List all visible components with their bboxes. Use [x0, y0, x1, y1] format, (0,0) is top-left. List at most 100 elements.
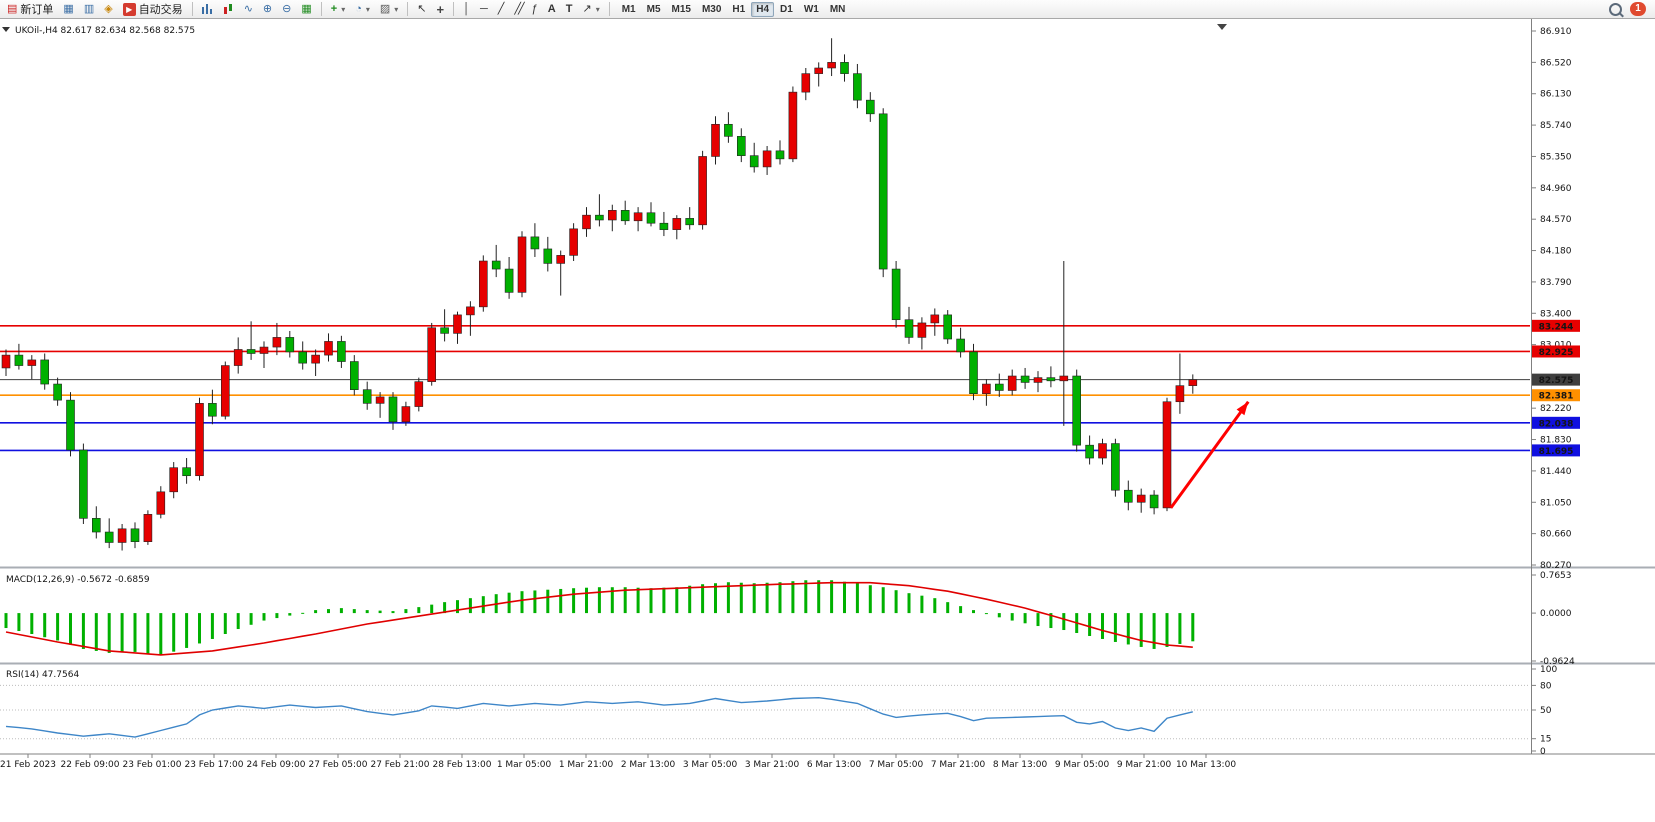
chart-shift-marker[interactable]: [1217, 24, 1227, 30]
candle-body: [1, 354, 11, 369]
chart-bars-button[interactable]: [198, 1, 217, 17]
candle-body: [1046, 377, 1056, 382]
price-tick-label: 84.180: [1540, 247, 1572, 257]
data-window-button[interactable]: ▥: [80, 1, 98, 17]
add-indicator-button[interactable]: + ▾: [327, 1, 349, 17]
price-tick-label: 81.830: [1540, 436, 1572, 446]
chart-candles-button[interactable]: [219, 1, 238, 17]
macd-bar: [17, 613, 21, 632]
candle-body: [362, 389, 372, 404]
search-icon[interactable]: [1609, 2, 1622, 16]
macd-bar: [288, 613, 292, 616]
candle-body: [1111, 443, 1120, 491]
price-tick-label: 86.130: [1540, 90, 1572, 100]
macd-bar: [546, 589, 550, 614]
horizontal-line-button[interactable]: ─: [476, 1, 492, 17]
vertical-line-button[interactable]: │: [459, 1, 474, 17]
timeframe-w1[interactable]: W1: [799, 2, 824, 17]
timeframe-h4[interactable]: H4: [751, 1, 775, 17]
zoom-out-icon: ⊖: [282, 2, 292, 15]
macd-bar: [275, 613, 279, 619]
timeframe-mn[interactable]: MN: [825, 2, 851, 17]
price-tick-label: 86.520: [1540, 58, 1572, 68]
trend-arrow[interactable]: [1169, 400, 1250, 509]
crosshair-button[interactable]: +: [433, 1, 449, 17]
macd-bar: [868, 585, 872, 614]
channel-button[interactable]: ╱╱: [510, 1, 525, 17]
chart-canvas[interactable]: 86.910 86.520 86.130 85.740 85.350 84.960 84.5…: [0, 19, 1655, 822]
macd-bar: [894, 590, 898, 614]
macd-bar: [417, 607, 421, 614]
text-tool-button[interactable]: A: [544, 1, 560, 17]
timeframe-m5[interactable]: M5: [642, 2, 666, 17]
pane-separator: [0, 662, 1655, 665]
label-tool-button[interactable]: T: [562, 1, 577, 17]
timeframe-h1[interactable]: H1: [727, 2, 750, 17]
autotrade-button[interactable]: ▶ 自动交易: [119, 1, 187, 17]
macd-bar: [662, 587, 666, 614]
candle-body: [1033, 377, 1043, 383]
macd-tick-label: -0.9624: [1540, 657, 1575, 667]
candle-body: [92, 518, 101, 533]
candle-body: [1085, 444, 1094, 459]
candle-body: [1020, 375, 1030, 383]
macd-bar: [765, 582, 769, 614]
macd-bar: [159, 613, 163, 656]
macd-bar: [804, 580, 808, 614]
candle-body: [517, 236, 527, 293]
macd-bar: [339, 608, 343, 614]
macd-bar: [404, 609, 408, 614]
new-order-label: 新订单: [20, 4, 54, 16]
template-button[interactable]: ▨ ▾: [376, 1, 402, 17]
new-order-button[interactable]: ▤ 新订单: [3, 1, 57, 17]
channel-icon: ╱╱: [514, 2, 524, 15]
fibonacci-button[interactable]: ƒ: [528, 1, 542, 17]
time-label: 28 Feb 13:00: [432, 760, 491, 770]
tile-windows-button[interactable]: ▦: [297, 1, 315, 17]
vertical-line-icon: │: [463, 2, 470, 15]
macd-bar: [636, 587, 640, 614]
candle-body: [672, 218, 682, 230]
candle-body: [685, 218, 695, 226]
zoom-out-button[interactable]: ⊖: [278, 1, 295, 17]
candle-body: [1124, 489, 1133, 503]
candle-body: [1149, 494, 1159, 509]
market-watch-button[interactable]: ▦: [59, 1, 77, 17]
rsi-tick-label: 100: [1540, 665, 1557, 675]
candle-body: [79, 449, 88, 519]
timeframe-m15[interactable]: M15: [667, 2, 696, 17]
time-label: 23 Feb 17:00: [184, 760, 243, 770]
candle-body: [711, 123, 720, 157]
time-label: 9 Mar 05:00: [1055, 760, 1110, 770]
zoom-in-button[interactable]: ⊕: [259, 1, 276, 17]
macd-bar: [559, 588, 563, 614]
macd-bar: [1165, 613, 1169, 647]
timeframe-d1[interactable]: D1: [775, 2, 798, 17]
arrows-tool-button[interactable]: ↗ ▾: [578, 1, 603, 17]
notification-badge[interactable]: 1: [1630, 2, 1646, 16]
periods-button[interactable]: ◔ ▾: [351, 1, 374, 17]
data-window-icon: ▥: [83, 2, 95, 15]
candle-body: [1175, 385, 1185, 403]
chart-line-button[interactable]: ∿: [240, 1, 257, 17]
timeframe-m30[interactable]: M30: [697, 2, 726, 17]
trendline-button[interactable]: ╱: [494, 1, 509, 17]
candle-body: [620, 210, 630, 222]
macd-bar: [236, 613, 240, 630]
macd-bar: [378, 610, 382, 614]
price-tag-label: 82.381: [1539, 392, 1574, 402]
macd-bar: [739, 582, 743, 614]
candle-body: [1072, 375, 1081, 446]
time-label: 24 Feb 09:00: [246, 760, 305, 770]
macd-bar: [1010, 613, 1014, 621]
zoom-in-icon: ⊕: [262, 2, 273, 15]
time-label: 10 Mar 13:00: [1176, 760, 1236, 770]
macd-bar: [1113, 613, 1117, 642]
cursor-button[interactable]: ↖: [413, 1, 430, 17]
candle-body: [956, 338, 965, 353]
navigator-icon: ◈: [104, 2, 113, 15]
timeframe-m1[interactable]: M1: [617, 2, 641, 17]
navigator-button[interactable]: ◈: [100, 1, 116, 17]
macd-bar: [43, 613, 47, 638]
candle-body: [1162, 401, 1172, 509]
